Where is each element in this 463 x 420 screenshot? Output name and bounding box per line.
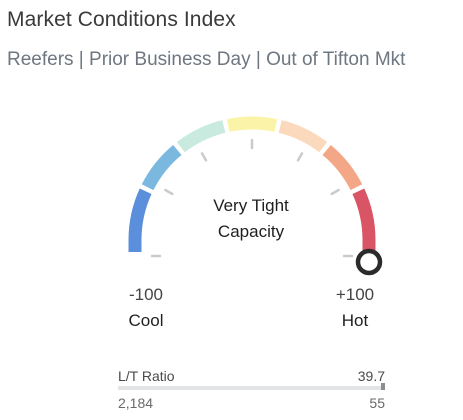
gauge-segment [278,120,328,153]
lt-ratio-footer: 2,184 55 [118,394,385,412]
gauge-segment [352,188,376,252]
scale-max-value: +100 [335,285,375,304]
gauge-tick [296,152,304,162]
gauge-segment [176,120,226,153]
scale-max: +100 Hot [322,282,388,334]
gauge-indicator [355,248,383,276]
lt-ratio: L/T Ratio 39.7 2,184 55 [118,367,385,412]
lt-ratio-bar [118,383,385,390]
widget-title: Market Conditions Index [7,8,236,31]
capacity-status-line1: Very Tight [213,196,289,215]
lt-ratio-marker [381,383,385,390]
gauge-segments [128,116,376,252]
scale-max-label: Hot [341,311,369,330]
truck-count: 55 [369,395,385,411]
scale-min: -100 Cool [118,282,174,334]
gauge-tick [164,188,174,196]
lt-ratio-header: L/T Ratio 39.7 [118,367,385,385]
capacity-status-line2: Capacity [217,222,285,241]
scale-min-label: Cool [128,311,164,330]
gauge-segment [128,188,152,252]
gauge-segment [322,144,363,191]
lt-ratio-value: 39.7 [357,368,385,384]
gauge-ticks [150,138,354,258]
scale-min-value: -100 [128,285,164,304]
gauge-segment [141,144,182,191]
gauge-tick [200,152,208,162]
capacity-status: Very Tight Capacity [176,193,326,245]
lt-ratio-label: L/T Ratio [118,368,175,384]
gauge-tick [330,188,340,196]
widget-subtitle: Reefers | Prior Business Day | Out of Ti… [7,49,406,70]
gauge-segment [226,116,278,132]
load-count: 2,184 [118,395,154,411]
